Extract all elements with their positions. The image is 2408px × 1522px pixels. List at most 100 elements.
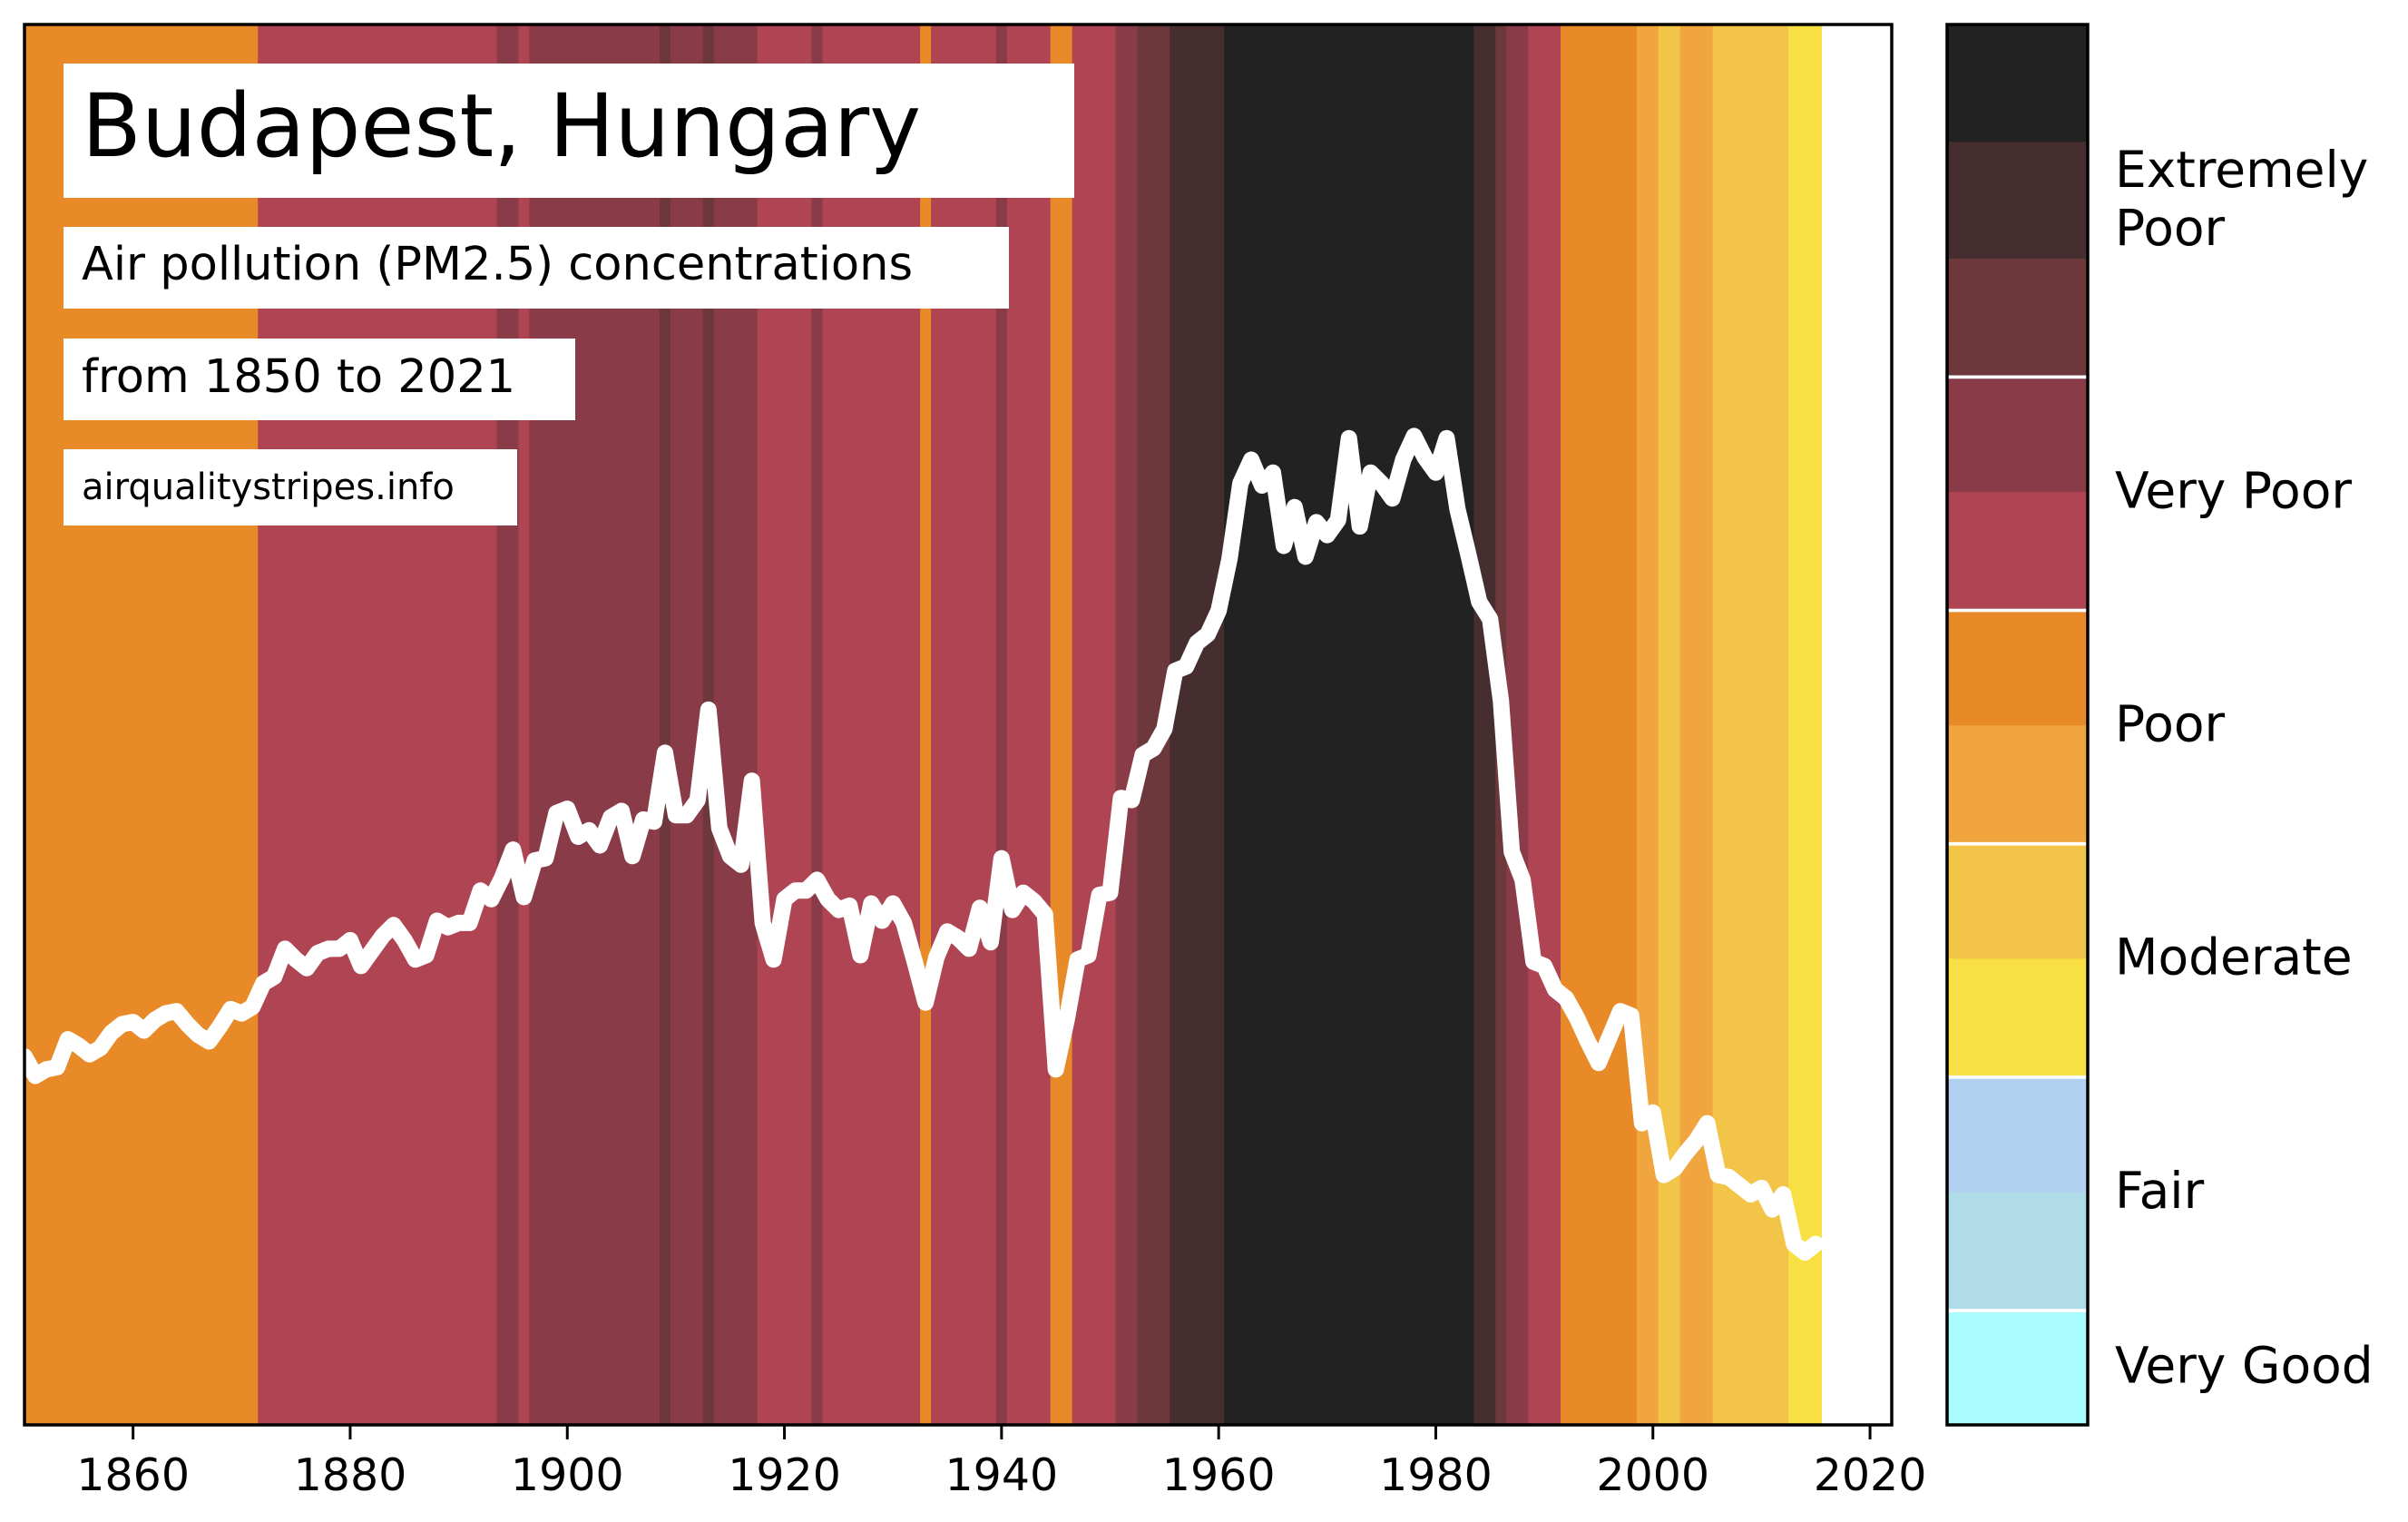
legend-swatch-5 <box>1947 724 2088 842</box>
stripe-1915 <box>724 25 737 1425</box>
stripe-1979 <box>1419 25 1432 1425</box>
stripe-2005 <box>1701 25 1714 1425</box>
stripe-1925 <box>833 25 846 1425</box>
stripe-1960 <box>1213 25 1225 1425</box>
legend-swatch-0 <box>1947 1308 2088 1426</box>
stripe-1989 <box>1528 25 1540 1425</box>
stripe-1901 <box>573 25 585 1425</box>
stripe-2009 <box>1745 25 1757 1425</box>
stripe-1911 <box>680 25 693 1425</box>
stripe-1990 <box>1539 25 1551 1425</box>
stripe-1996 <box>1603 25 1616 1425</box>
stripe-2008 <box>1734 25 1747 1425</box>
stripe-2002 <box>1669 25 1681 1425</box>
stripe-1954 <box>1148 25 1160 1425</box>
stripe-1975 <box>1375 25 1388 1425</box>
legend-swatch-4 <box>1947 841 2088 959</box>
stripe-1853 <box>51 25 64 1425</box>
stripe-2000 <box>1647 25 1659 1425</box>
stripe-1970 <box>1321 25 1334 1425</box>
stripe-2013 <box>1788 25 1801 1425</box>
stripe-1997 <box>1614 25 1627 1425</box>
legend-swatch-1 <box>1947 1191 2088 1310</box>
stripe-1923 <box>811 25 824 1425</box>
stripe-1904 <box>605 25 617 1425</box>
stripe-1917 <box>746 25 759 1425</box>
x-tick-label-1920: 1920 <box>728 1449 841 1501</box>
stripe-1852 <box>40 25 53 1425</box>
stripe-1909 <box>659 25 671 1425</box>
stripe-1907 <box>638 25 650 1425</box>
stripe-1972 <box>1343 25 1356 1425</box>
x-tick-label-1940: 1940 <box>945 1449 1059 1501</box>
legend-label: Poor <box>2115 695 2226 753</box>
legend-swatch-11 <box>1947 25 2088 142</box>
plot-frame <box>23 23 1894 1427</box>
stripe-1999 <box>1636 25 1649 1425</box>
x-tick-label-1960: 1960 <box>1162 1449 1276 1501</box>
legend-label: Fair <box>2115 1162 2205 1220</box>
stripe-1953 <box>1137 25 1150 1425</box>
stripe-1947 <box>1072 25 1084 1425</box>
legend-swatch-10 <box>1947 141 2088 259</box>
stripe-1959 <box>1202 25 1214 1425</box>
source-link[interactable]: airqualitystripes.info <box>82 466 455 508</box>
stripe-1916 <box>735 25 748 1425</box>
stripe-1949 <box>1093 25 1106 1425</box>
source-box: airqualitystripes.info <box>64 449 517 525</box>
stripe-1980 <box>1430 25 1443 1425</box>
stripe-1920 <box>778 25 791 1425</box>
stripe-1952 <box>1126 25 1139 1425</box>
stripe-1965 <box>1268 25 1279 1425</box>
stripe-2006 <box>1712 25 1725 1425</box>
stripe-1908 <box>648 25 661 1425</box>
stripe-1851 <box>29 25 42 1425</box>
legend-label: Poor <box>2115 199 2226 257</box>
stripe-1912 <box>691 25 704 1425</box>
stripe-1987 <box>1506 25 1519 1425</box>
stripe-1950 <box>1104 25 1117 1425</box>
stripe-1983 <box>1463 25 1475 1425</box>
stripe-2011 <box>1767 25 1779 1425</box>
stripe-1971 <box>1332 25 1345 1425</box>
stripe-1924 <box>822 25 835 1425</box>
stripe-2003 <box>1679 25 1692 1425</box>
stripe-1914 <box>713 25 726 1425</box>
stripe-1850 <box>24 25 31 1425</box>
stripe-1963 <box>1246 25 1258 1425</box>
stripe-1902 <box>583 25 595 1425</box>
stripe-2012 <box>1777 25 1790 1425</box>
stripe-1973 <box>1354 25 1366 1425</box>
stripe-1958 <box>1191 25 1204 1425</box>
legend-frame <box>1945 23 2090 1427</box>
legend-label: Very Poor <box>2115 461 2352 519</box>
stripe-1969 <box>1310 25 1323 1425</box>
stripe-1977 <box>1397 25 1410 1425</box>
stripe-1935 <box>942 25 954 1425</box>
stripe-1984 <box>1473 25 1486 1425</box>
legend-swatch-9 <box>1947 258 2088 376</box>
stripe-1956 <box>1170 25 1182 1425</box>
stripe-2007 <box>1723 25 1736 1425</box>
subtitle-box-1: Air pollution (PM2.5) concentrations <box>64 227 1009 309</box>
x-axis: 1860 1880 1900 1920 1940 1960 1980 2000 2020 <box>76 1425 1926 1501</box>
stripe-1991 <box>1550 25 1561 1425</box>
stripe-1939 <box>984 25 997 1425</box>
stripe-1967 <box>1288 25 1301 1425</box>
stripe-1964 <box>1257 25 1268 1425</box>
stripe-2014 <box>1799 25 1812 1425</box>
x-tick-label-1860: 1860 <box>76 1449 190 1501</box>
pm25-line <box>16 427 1825 1262</box>
stripe-1930 <box>887 25 899 1425</box>
stripe-1928 <box>866 25 878 1425</box>
stripe-1932 <box>909 25 921 1425</box>
legend-label: Very Good <box>2115 1337 2374 1395</box>
stripe-1998 <box>1625 25 1638 1425</box>
stripe-1992 <box>1561 25 1572 1425</box>
legend-swatch-7 <box>1947 491 2088 609</box>
stripe-1957 <box>1180 25 1193 1425</box>
stripe-1981 <box>1441 25 1454 1425</box>
chart-title: Budapest, Hungary <box>82 75 921 177</box>
legend-colorbar: Very Good Fair Moderate Poor Very Poor Extrem… <box>1945 23 2374 1427</box>
